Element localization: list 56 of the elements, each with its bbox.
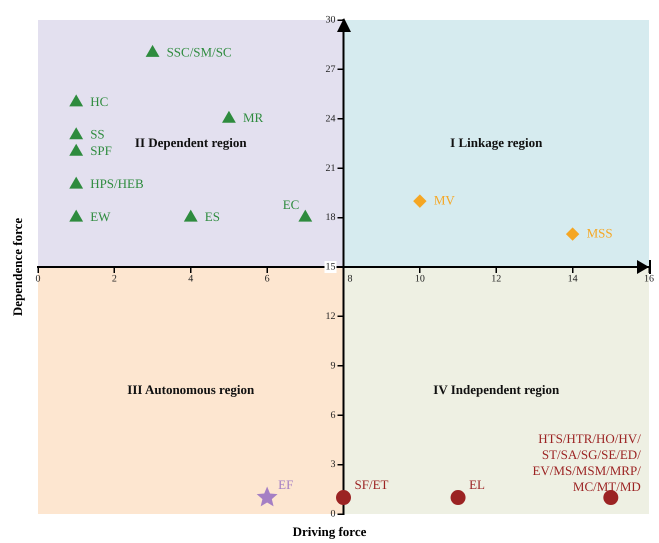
annotation: II Dependent region: [134, 134, 248, 150]
x-tick-label: 6: [264, 274, 270, 285]
annotation: I Linkage region: [450, 134, 544, 150]
annotation: MV: [434, 192, 456, 208]
point: [70, 144, 83, 156]
point: [222, 111, 236, 123]
annotation: SS: [90, 126, 105, 142]
y-tick-label: 12: [326, 311, 336, 322]
annotation: MR: [242, 110, 264, 126]
x-tick-label: 14: [568, 274, 578, 285]
annotation: HTS/HTR/HO/HV/ ST/SA/SG/SE/ED/ EV/MS/MSM/MRP/ MC/MT/MD: [532, 430, 642, 494]
point: [413, 194, 426, 208]
x-tick-label: 4: [188, 274, 194, 285]
annotation: EC: [282, 197, 300, 212]
annotation: EF: [278, 476, 294, 492]
y-tick-label: 3: [330, 459, 336, 470]
point: [256, 486, 278, 506]
point: [184, 210, 198, 222]
point: [566, 228, 580, 241]
x-tick-label: 2: [112, 274, 117, 285]
x-axis-title: Driving force: [292, 524, 368, 540]
point: [603, 490, 618, 506]
x-tick-label: 10: [414, 274, 425, 285]
x-tick-label: 16: [644, 274, 654, 285]
x-tick-label: 12: [491, 274, 502, 285]
point: [450, 490, 466, 506]
y-axis-title: Dependence force: [10, 218, 26, 316]
y-tick-label: 9: [330, 360, 336, 372]
point: [298, 210, 312, 222]
x-tick-label: 0: [36, 274, 40, 285]
point: [70, 210, 83, 222]
annotation: SPF: [90, 143, 112, 158]
y-tick-label: 0: [330, 508, 336, 520]
point: [146, 45, 160, 57]
y-tick-label: 30: [326, 14, 336, 26]
y-tick-label: 15: [326, 262, 336, 273]
annotation: SF/ET: [354, 476, 389, 492]
y-tick-label: 24: [326, 113, 336, 124]
x-tick-label: 8: [348, 274, 352, 285]
y-tick-label: 6: [330, 410, 336, 421]
point: [336, 490, 351, 506]
annotation: III Autonomous region: [127, 382, 255, 397]
y-tick-label: 18: [326, 212, 336, 224]
annotation: ES: [204, 209, 220, 224]
annotation: MSS: [586, 225, 613, 240]
annotation: EW: [90, 209, 112, 224]
annotation: EL: [469, 476, 486, 492]
y-tick-label: 27: [326, 64, 336, 76]
annotation: SSC/SM/SC: [166, 44, 232, 60]
point: [70, 177, 83, 189]
point: [70, 128, 83, 140]
annotation: IV Independent region: [433, 382, 560, 397]
y-tick-label: 21: [326, 162, 336, 174]
point: [70, 94, 83, 106]
annotation: HPS/HEB: [90, 176, 144, 192]
annotation: HC: [90, 94, 108, 109]
